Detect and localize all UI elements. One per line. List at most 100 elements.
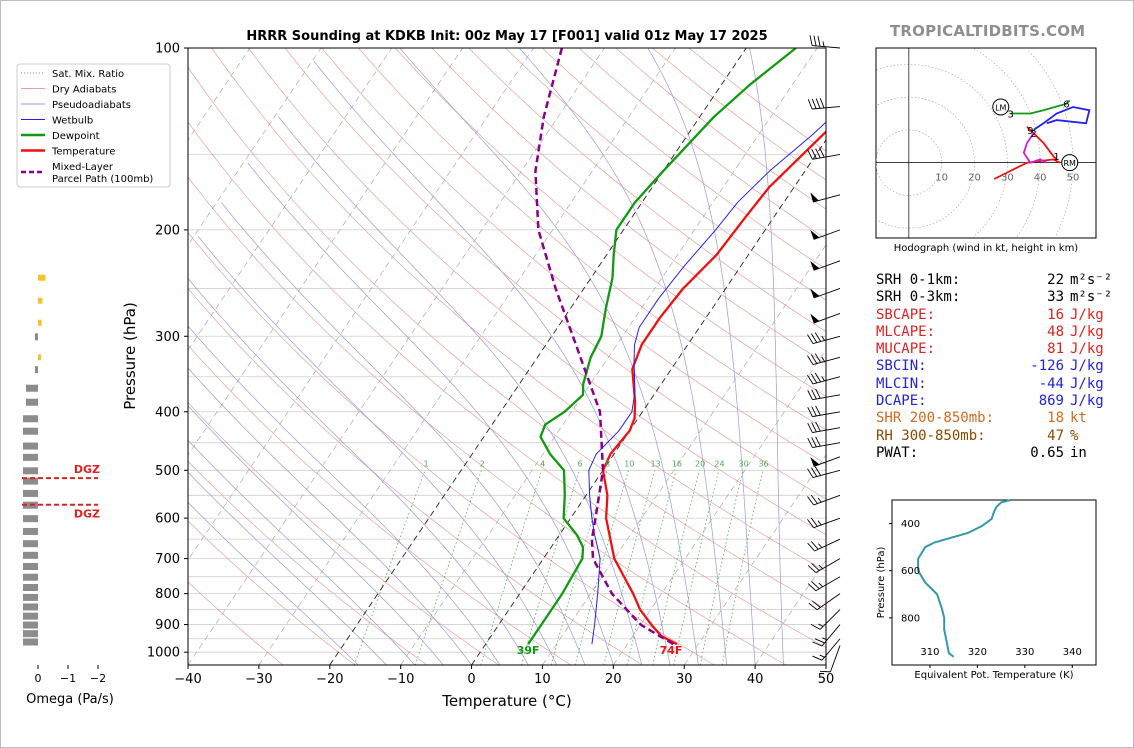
barb-feather	[807, 496, 815, 506]
dry-adiabat-line	[188, 176, 787, 665]
omega-bar	[23, 427, 38, 435]
x-tick-label: 0	[467, 672, 475, 687]
dry-adiabat-line	[188, 460, 428, 665]
param-label: SRH 0-3km:	[876, 289, 961, 306]
barb-feather	[807, 519, 815, 529]
barb-feather	[815, 148, 821, 159]
omega-bar	[23, 453, 38, 461]
hodograph-height-label: 6	[1063, 100, 1069, 111]
param-label: SHR 200-850mb:	[876, 410, 995, 427]
wind-barb	[807, 517, 841, 529]
mixing-ratio-line	[353, 470, 426, 665]
hodograph-frame	[875, 47, 1097, 239]
isotherm-line	[754, 559, 826, 665]
barb-flag	[810, 288, 820, 299]
omega-bar	[38, 319, 42, 326]
barb-half-feather	[817, 520, 822, 526]
barb-staff	[812, 442, 841, 448]
wind-barb	[807, 421, 841, 433]
mixing-ratio-label: 8	[605, 460, 610, 469]
param-value: -126	[1030, 358, 1064, 375]
barb-half-feather	[818, 582, 823, 588]
barb-staff	[812, 106, 841, 110]
wind-barb	[807, 388, 841, 401]
wind-barb	[807, 436, 841, 448]
dry-adiabat-line	[188, 287, 643, 665]
param-row: SHR 200-850mb: 18 kt	[876, 410, 1116, 427]
param-unit: J/kg	[1070, 358, 1104, 375]
legend-label: Dry Adiabats	[52, 85, 116, 96]
pseudoadiabat-line	[197, 236, 557, 665]
dry-adiabat-line	[248, 48, 826, 536]
theta-e-y-tick-label: 800	[901, 613, 920, 624]
barb-feather	[807, 438, 813, 448]
isotherm-line	[188, 48, 393, 351]
param-row: MLCAPE: 48 J/kg	[876, 324, 1116, 341]
omega-bar	[23, 415, 38, 423]
param-value: -44	[1038, 375, 1064, 392]
y-tick-label: 100	[155, 42, 180, 57]
theta-e-x-tick-label: 320	[968, 647, 987, 658]
mixing-ratio-line	[550, 470, 608, 665]
param-label: MUCAPE:	[876, 341, 936, 358]
barb-feather	[811, 389, 817, 400]
barb-staff	[819, 609, 841, 630]
wind-barb	[807, 405, 841, 418]
wind-barb	[810, 229, 841, 240]
chart-title: HRRR Sounding at KDKB Init: 00z May 17 […	[246, 29, 767, 44]
wind-barb	[812, 624, 841, 647]
barb-half-feather	[818, 564, 823, 569]
barb-feather	[807, 374, 814, 385]
barb-feather	[812, 641, 823, 647]
x-tick-label: 50	[818, 672, 835, 687]
mixing-ratio-label: 24	[714, 460, 724, 469]
param-row: RH 300-850mb: 47%	[876, 428, 1116, 445]
mixing-ratio-line	[673, 470, 720, 665]
barb-feather	[814, 353, 822, 363]
omega-bar	[26, 398, 38, 406]
barb-feather	[814, 466, 822, 476]
omega-bar	[23, 551, 38, 559]
x-tick-label: −10	[387, 672, 414, 687]
barb-staff	[814, 538, 841, 552]
wind-barb	[807, 332, 841, 344]
pseudoadiabat-line	[188, 501, 359, 665]
wind-barb	[810, 609, 841, 630]
mixing-ratio-line	[626, 470, 677, 665]
theta-e-x-label: Equivalent Pot. Temperature (K)	[914, 670, 1073, 681]
barb-feather	[807, 334, 814, 344]
mixing-ratio-line	[721, 470, 764, 665]
isotherm-line	[188, 48, 463, 456]
mixing-ratio-line	[414, 470, 482, 665]
y-axis-label: Pressure (hPa)	[121, 302, 139, 410]
pseudoadiabat-line	[188, 405, 444, 665]
omega-bar	[23, 573, 38, 581]
legend: Sat. Mix. Ratio Dry Adiabats Pseudoadiabat…	[16, 63, 171, 188]
param-unit: J/kg	[1070, 375, 1104, 392]
y-tick-label: 500	[155, 464, 180, 479]
mixing-ratio-line	[574, 470, 629, 665]
legend-label: Parcel Path (100mb)	[52, 174, 153, 185]
hodograph-title: Hodograph (wind in kt, height in km)	[894, 243, 1079, 254]
omega-bar	[23, 612, 38, 620]
param-row: DCAPE: 869 J/kg	[876, 393, 1116, 410]
theta-e-line	[917, 499, 1011, 658]
isotherm-line	[188, 48, 322, 246]
x-tick-label: −30	[245, 672, 272, 687]
storm-motion-marker	[1061, 154, 1079, 172]
pseudoadiabat-line	[188, 367, 472, 665]
skewt-axes: −40 −30 −20 −10 0 10 20 30 40 50 100 200 300 400 500 60…	[121, 29, 834, 710]
param-label: RH 300-850mb:	[876, 427, 986, 444]
barb-feather	[811, 422, 817, 433]
param-value: 48	[1047, 323, 1064, 340]
isotherm-line	[542, 244, 826, 665]
param-label: SBCAPE:	[876, 306, 936, 323]
wind-barb	[807, 576, 841, 592]
y-tick-label: 200	[155, 223, 180, 238]
param-label: MLCIN:	[876, 375, 927, 392]
param-label: SBCIN:	[876, 358, 927, 375]
param-unit: J/kg	[1070, 393, 1104, 410]
hodograph-height-label: 2	[1030, 129, 1036, 140]
barb-half-feather	[822, 41, 825, 47]
